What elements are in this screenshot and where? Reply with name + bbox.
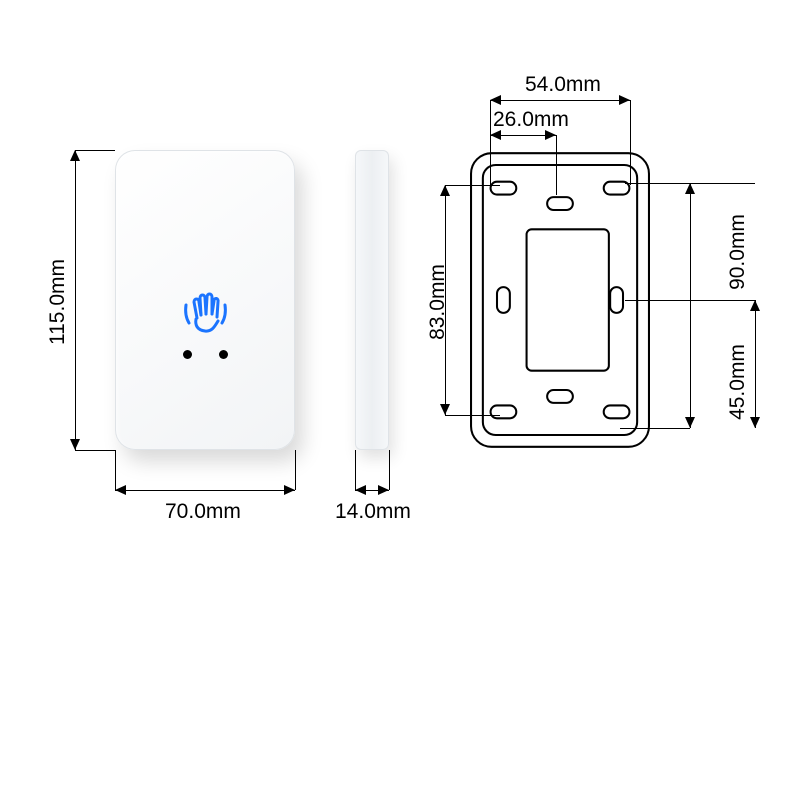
front-panel	[115, 150, 295, 450]
dim-ext-line	[115, 450, 116, 490]
dim-line-back-54	[490, 100, 630, 101]
arrow-icon	[70, 150, 80, 161]
side-panel	[355, 150, 389, 450]
sensor-dot-right	[219, 350, 228, 359]
dim-ext-line	[75, 450, 115, 451]
dim-ext-line	[630, 100, 631, 185]
arrow-icon	[619, 95, 630, 105]
arrow-icon	[284, 485, 295, 495]
dim-ext-line	[445, 415, 500, 416]
dim-back-45: 45.0mm	[726, 344, 750, 420]
arrow-icon	[490, 95, 501, 105]
dim-ext-line	[445, 185, 500, 186]
dim-line-front-width	[115, 490, 295, 491]
dim-ext-line	[355, 450, 356, 490]
dim-back-83: 83.0mm	[426, 264, 450, 340]
dim-ext-line	[389, 450, 390, 490]
arrow-icon	[440, 185, 450, 196]
arrow-icon	[70, 439, 80, 450]
sensor-dot-left	[183, 350, 192, 359]
hand-wave-icon	[177, 285, 233, 346]
arrow-icon	[685, 417, 695, 428]
dim-ext-line	[556, 135, 557, 195]
dim-line-back-90	[690, 183, 691, 428]
dim-line-front-height	[75, 150, 76, 450]
arrow-icon	[378, 485, 389, 495]
arrow-icon	[750, 417, 760, 428]
dim-ext-line	[625, 183, 755, 184]
dim-ext-line	[295, 450, 296, 490]
back-panel	[470, 150, 650, 450]
arrow-icon	[440, 404, 450, 415]
dim-back-54: 54.0mm	[525, 73, 601, 97]
arrow-icon	[115, 485, 126, 495]
dim-ext-line	[620, 428, 690, 429]
dim-ext-line	[625, 300, 755, 301]
arrow-icon	[355, 485, 366, 495]
dim-front-height: 115.0mm	[46, 259, 70, 345]
dim-side-thickness: 14.0mm	[335, 500, 411, 524]
dim-ext-line	[490, 100, 491, 185]
arrow-icon	[750, 300, 760, 311]
dim-back-90: 90.0mm	[726, 214, 750, 290]
dim-back-26: 26.0mm	[493, 108, 569, 132]
dim-ext-line	[75, 150, 115, 151]
dim-line-back-45	[755, 300, 756, 428]
dim-front-width: 70.0mm	[165, 500, 241, 524]
arrow-icon	[685, 183, 695, 194]
